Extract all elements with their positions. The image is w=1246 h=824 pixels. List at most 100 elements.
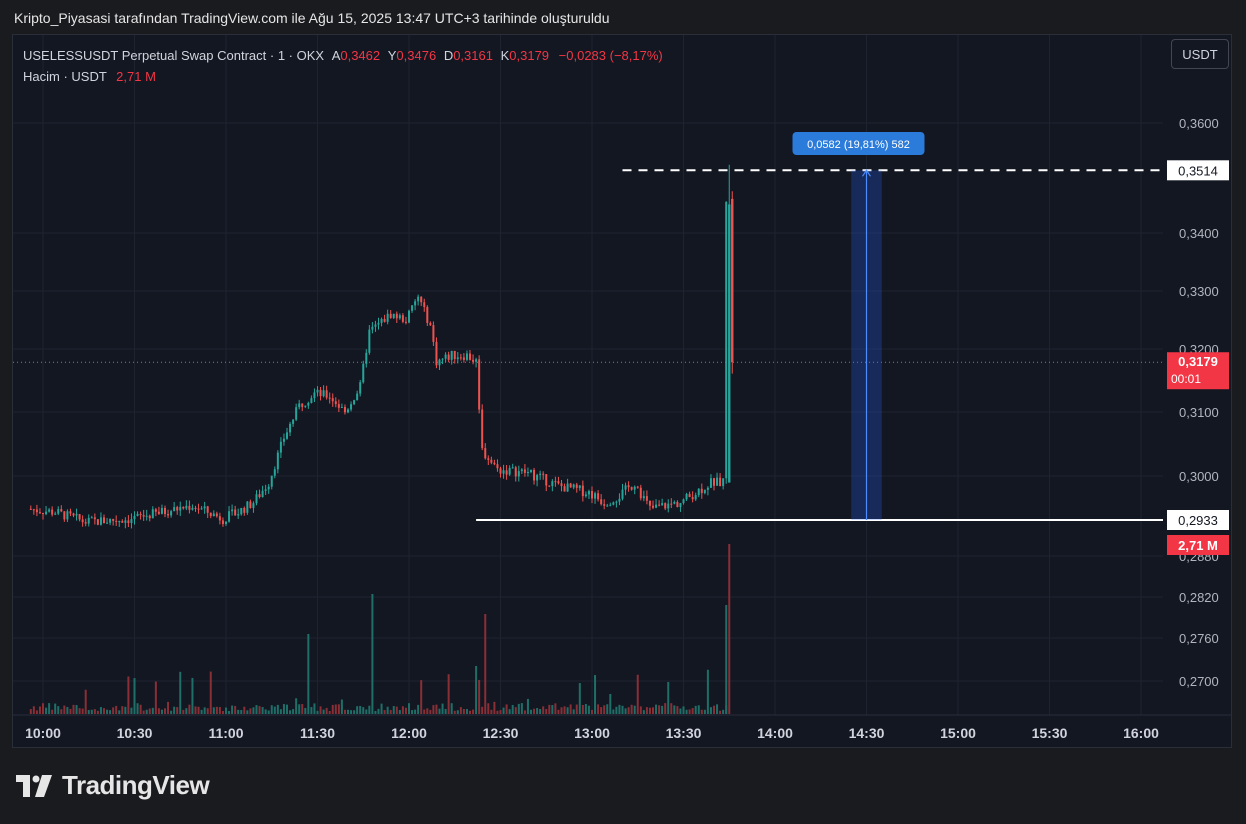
chart-frame[interactable]: 0,0582 (19,81%) 582 0,3600 0,3400 0,3300 0,3… xyxy=(12,34,1232,748)
legend-close: 0,3179 xyxy=(509,48,550,63)
candle-body xyxy=(438,359,441,366)
candle-body xyxy=(209,512,212,517)
candle-body xyxy=(32,509,35,511)
candle-body xyxy=(87,517,90,524)
candle-body xyxy=(35,509,38,513)
volume-bar xyxy=(615,706,618,714)
volume-bar xyxy=(331,704,334,714)
candle-body xyxy=(594,493,597,499)
volume-bar xyxy=(78,708,81,714)
volume-bar xyxy=(380,703,383,714)
candle-body xyxy=(398,315,401,319)
chart-caption: Kripto_Piyasasi tarafından TradingView.c… xyxy=(14,10,610,26)
candle-body xyxy=(173,507,176,512)
candle-body xyxy=(331,398,334,402)
candle-body xyxy=(603,504,606,506)
volume-bar xyxy=(231,705,234,714)
price-tick-label: 0,3400 xyxy=(1179,226,1219,241)
volume-badge-label: 2,71 M xyxy=(1178,538,1218,553)
candle-body xyxy=(563,486,566,492)
volume-bar xyxy=(447,674,450,714)
volume-bar xyxy=(716,704,719,714)
price-chart[interactable]: 0,0582 (19,81%) 582 0,3600 0,3400 0,3300 0,3… xyxy=(13,35,1231,747)
chart-legend: USELESSUSDT Perpetual Swap Contract · 1 … xyxy=(23,45,663,87)
volume-bar xyxy=(542,706,545,714)
volume-bar xyxy=(606,704,609,714)
candle-body xyxy=(548,485,551,487)
volume-bar xyxy=(584,703,587,714)
legend-volume-label[interactable]: Hacim · USDT xyxy=(23,69,107,84)
volume-bar xyxy=(170,710,173,714)
countdown-label: 00:01 xyxy=(1171,372,1201,386)
candle-body xyxy=(511,467,514,469)
volume-bar xyxy=(426,708,429,714)
candle-body xyxy=(517,471,520,477)
volume-bar xyxy=(212,707,215,714)
volume-bar xyxy=(90,709,93,714)
candle-body xyxy=(57,509,60,514)
currency-button[interactable]: USDT xyxy=(1171,39,1229,69)
candle-body xyxy=(334,401,337,405)
time-tick-label: 12:00 xyxy=(391,725,427,741)
volume-bar xyxy=(438,708,441,714)
candle-body xyxy=(514,467,517,477)
volume-bar xyxy=(414,709,417,714)
candle-body xyxy=(612,502,615,505)
candle-body xyxy=(258,494,261,498)
price-line-badge xyxy=(1167,510,1229,530)
candle-body xyxy=(145,515,148,517)
candle-body xyxy=(313,392,316,399)
volume-bar xyxy=(505,704,508,714)
candle-body xyxy=(51,509,54,515)
volume-bar xyxy=(600,707,603,714)
volume-bar xyxy=(359,705,362,714)
volume-bar xyxy=(136,703,139,714)
volume-bar xyxy=(66,707,69,714)
volume-bar xyxy=(459,707,462,714)
volume-bar xyxy=(487,703,490,714)
candle-body xyxy=(218,516,221,521)
volume-bar xyxy=(408,703,410,714)
candle-body xyxy=(371,326,374,330)
candle-body xyxy=(164,507,166,515)
candle-body xyxy=(423,302,426,307)
candle-body xyxy=(350,404,353,410)
candle-body xyxy=(575,484,578,488)
candle-body xyxy=(356,393,359,401)
candle-body xyxy=(38,512,41,514)
volume-bar xyxy=(652,707,654,714)
volume-bar xyxy=(417,704,420,714)
volume-bar xyxy=(179,671,182,714)
volume-bar xyxy=(164,708,166,714)
candle-body xyxy=(639,487,642,499)
candle-body xyxy=(81,519,84,523)
candle-body xyxy=(343,406,346,413)
volume-bar xyxy=(35,710,38,714)
volume-bar xyxy=(441,703,444,714)
volume-bar xyxy=(587,705,590,714)
candle-body xyxy=(96,519,99,525)
legend-close-label: K xyxy=(500,48,510,63)
volume-bar xyxy=(42,703,44,714)
candle-body xyxy=(664,503,667,509)
candle-body xyxy=(627,485,630,488)
price-tick-label: 0,3600 xyxy=(1179,116,1219,131)
candle-body xyxy=(353,400,356,405)
candle-body xyxy=(557,481,560,484)
candle-body xyxy=(569,483,572,488)
volume-bar xyxy=(661,705,664,714)
volume-bar xyxy=(206,708,209,714)
volume-bar xyxy=(87,709,90,714)
volume-bar xyxy=(337,704,340,714)
volume-bar xyxy=(703,709,706,714)
volume-bar xyxy=(63,705,66,714)
volume-bar xyxy=(700,709,703,714)
candle-body xyxy=(453,350,456,360)
volume-bar xyxy=(658,705,661,714)
legend-symbol[interactable]: USELESSUSDT Perpetual Swap Contract · 1 … xyxy=(23,48,325,63)
volume-bar xyxy=(554,703,557,714)
candle-body xyxy=(142,515,145,517)
measure-label: 0,0582 (19,81%) 582 xyxy=(807,139,910,151)
volume-bar xyxy=(404,707,407,714)
candle-body xyxy=(508,467,511,475)
